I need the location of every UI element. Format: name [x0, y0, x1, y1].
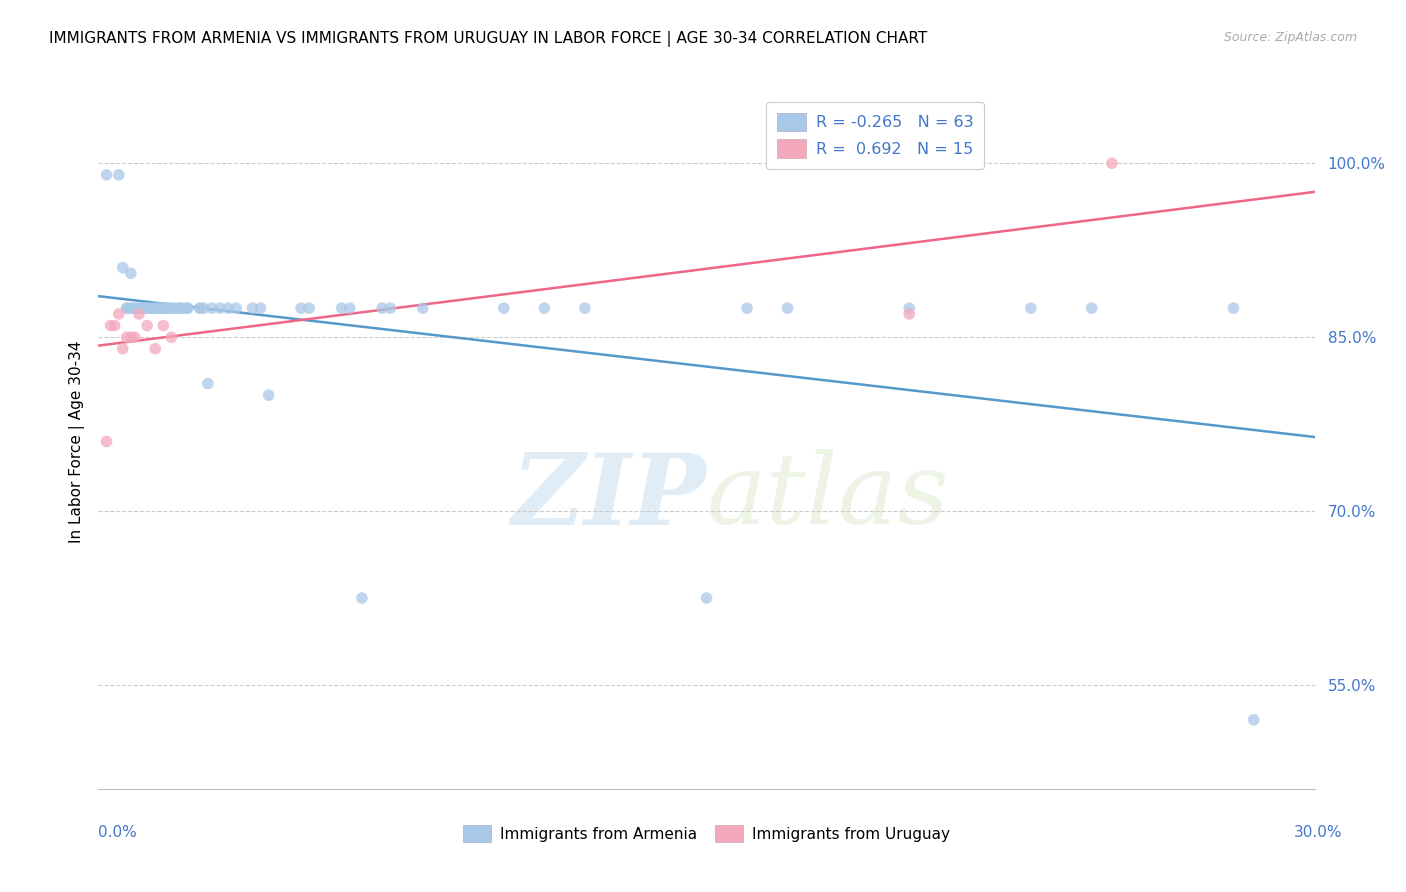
Point: [143, 301, 166, 316]
Point: [148, 301, 170, 316]
Point: [257, 388, 280, 402]
Point: [156, 301, 179, 316]
Point: [533, 301, 555, 316]
Point: [156, 301, 179, 316]
Point: [1101, 156, 1123, 170]
Point: [209, 301, 232, 316]
Point: [152, 301, 174, 316]
Point: [100, 318, 122, 333]
Point: [217, 301, 239, 316]
Point: [160, 301, 183, 316]
Point: [412, 301, 434, 316]
Point: [176, 301, 198, 316]
Point: [143, 342, 166, 356]
Y-axis label: In Labor Force | Age 30-34: In Labor Force | Age 30-34: [69, 340, 84, 543]
Point: [160, 330, 183, 344]
Point: [152, 301, 174, 316]
Text: 30.0%: 30.0%: [1295, 825, 1343, 840]
Point: [290, 301, 312, 316]
Point: [330, 301, 353, 316]
Point: [128, 307, 150, 321]
Point: [96, 168, 118, 182]
Point: [176, 301, 198, 316]
Point: [124, 330, 146, 344]
Point: [96, 434, 118, 449]
Point: [1222, 301, 1244, 316]
Point: [111, 260, 134, 275]
Point: [169, 301, 191, 316]
Point: [152, 318, 174, 333]
Text: ZIP: ZIP: [512, 449, 707, 545]
Point: [1243, 713, 1265, 727]
Point: [188, 301, 211, 316]
Point: [249, 301, 271, 316]
Point: [128, 301, 150, 316]
Point: [115, 301, 138, 316]
Point: [165, 301, 187, 316]
Point: [111, 342, 134, 356]
Point: [197, 376, 219, 391]
Text: atlas: atlas: [707, 450, 949, 545]
Point: [380, 301, 402, 316]
Point: [148, 301, 170, 316]
Point: [696, 591, 718, 605]
Legend: Immigrants from Armenia, Immigrants from Uruguay: Immigrants from Armenia, Immigrants from…: [457, 819, 956, 848]
Point: [188, 301, 211, 316]
Point: [107, 168, 129, 182]
Point: [136, 301, 159, 316]
Point: [115, 330, 138, 344]
Point: [173, 301, 195, 316]
Point: [143, 301, 166, 316]
Point: [120, 330, 142, 344]
Point: [132, 301, 155, 316]
Point: [735, 301, 758, 316]
Point: [298, 301, 321, 316]
Point: [160, 301, 183, 316]
Point: [371, 301, 394, 316]
Point: [339, 301, 361, 316]
Point: [776, 301, 799, 316]
Point: [139, 301, 162, 316]
Point: [169, 301, 191, 316]
Point: [1019, 301, 1042, 316]
Point: [132, 301, 155, 316]
Point: [128, 301, 150, 316]
Point: [120, 301, 142, 316]
Point: [193, 301, 215, 316]
Text: Source: ZipAtlas.com: Source: ZipAtlas.com: [1223, 31, 1357, 45]
Text: IMMIGRANTS FROM ARMENIA VS IMMIGRANTS FROM URUGUAY IN LABOR FORCE | AGE 30-34 CO: IMMIGRANTS FROM ARMENIA VS IMMIGRANTS FR…: [49, 31, 928, 47]
Point: [124, 301, 146, 316]
Point: [242, 301, 264, 316]
Point: [350, 591, 373, 605]
Point: [492, 301, 515, 316]
Point: [136, 301, 159, 316]
Point: [225, 301, 247, 316]
Point: [898, 301, 921, 316]
Point: [1080, 301, 1102, 316]
Point: [115, 301, 138, 316]
Point: [136, 318, 159, 333]
Point: [201, 301, 224, 316]
Point: [104, 318, 127, 333]
Point: [120, 267, 142, 281]
Point: [139, 301, 162, 316]
Point: [124, 301, 146, 316]
Point: [898, 307, 921, 321]
Text: 0.0%: 0.0%: [98, 825, 138, 840]
Point: [107, 307, 129, 321]
Point: [574, 301, 596, 316]
